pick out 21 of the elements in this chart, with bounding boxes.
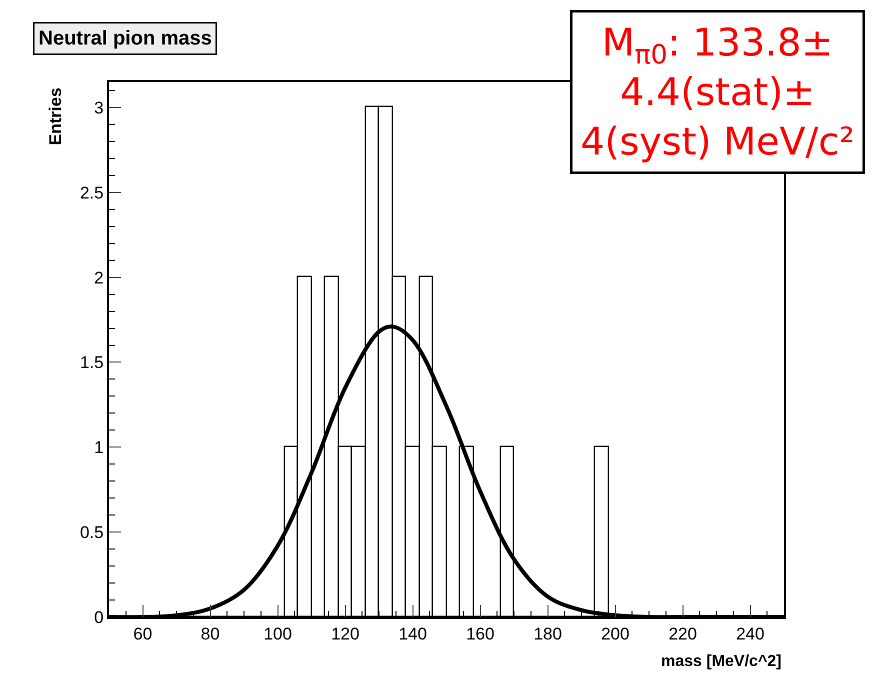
x-tick-label: 140	[398, 624, 427, 644]
y-tick-label: 3	[94, 98, 104, 118]
annotation: M$_{π0}$: 133.8± 4.4(stat)± 4(syst) MeV/c²	[580, 20, 854, 164]
x-tick-label: 180	[534, 624, 562, 644]
y-tick-label: 0.5	[80, 523, 104, 542]
chart-title: Neutral pion mass	[38, 28, 212, 50]
y-axis-title: Entries	[46, 88, 65, 146]
x-tick-label: 200	[601, 624, 630, 644]
x-tick-label: 100	[264, 624, 292, 644]
y-tick-label: 2.5	[80, 183, 104, 202]
x-tick-label: 60	[133, 624, 152, 644]
x-tick-label: 120	[331, 624, 360, 644]
y-tick-label: 1	[94, 438, 104, 458]
x-tick-label: 220	[668, 624, 697, 644]
x-tick-label: 160	[466, 624, 494, 644]
x-tick-label: 80	[200, 624, 220, 644]
y-tick-label: 2	[94, 268, 104, 288]
x-axis-title: mass [MeV/c^2]	[661, 653, 782, 670]
y-tick-label: 0	[94, 608, 104, 627]
y-tick-label: 1.5	[80, 353, 104, 372]
x-tick-label: 240	[736, 624, 764, 644]
